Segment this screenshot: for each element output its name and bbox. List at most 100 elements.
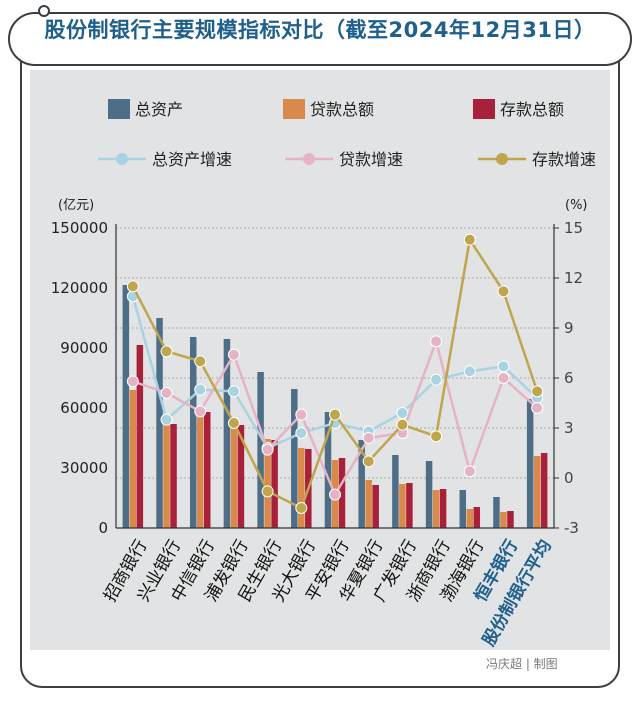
bar-loans [196, 412, 204, 528]
left-tick-label: 150000 [51, 219, 108, 237]
bar-loans [399, 484, 406, 528]
point-loans-growth [497, 372, 510, 384]
legend-label: 贷款总额 [310, 100, 374, 119]
left-tick-label: 0 [98, 519, 108, 537]
point-loans-growth [160, 387, 173, 399]
bar-loans [163, 415, 170, 528]
legend-label: 总资产 [135, 100, 183, 119]
bar-loans [365, 480, 372, 528]
legend-swatch-deposits [473, 99, 495, 119]
bar-total-assets [493, 497, 500, 528]
right-tick-label: 0 [564, 469, 574, 487]
bar-deposits [338, 458, 346, 528]
legend-marker-deposits-growth [496, 153, 508, 165]
bar-total-assets [257, 372, 264, 528]
point-assets-growth [295, 427, 308, 439]
bar-deposits [170, 424, 177, 528]
left-axis-unit: (亿元) [58, 198, 94, 213]
point-deposits-growth [329, 408, 341, 421]
point-assets-growth [227, 385, 240, 398]
legend-label: 总资产增速 [152, 150, 232, 169]
bar-loans [432, 490, 440, 528]
decorative-dot [38, 5, 50, 17]
point-loans-growth [194, 405, 207, 418]
bar-total-assets [223, 339, 231, 528]
left-tick-label: 30000 [60, 459, 108, 477]
bar-total-assets [291, 389, 298, 528]
tick-labels: 0 30000 60000 90000 120000 150000 (亿元) -3 0 3 6 9 12… [51, 198, 588, 537]
point-deposits-growth [261, 485, 274, 498]
bar-total-assets [358, 440, 365, 528]
legend-marker-assets-growth [116, 153, 128, 165]
bar-loans [533, 456, 541, 528]
legend-label: 存款增速 [532, 150, 596, 169]
point-deposits-growth [227, 417, 240, 429]
point-deposits-growth [396, 418, 409, 431]
bar-deposits [439, 489, 447, 528]
point-assets-growth [497, 360, 510, 373]
bar-loans [466, 509, 474, 528]
left-tick-label: 60000 [60, 399, 108, 417]
right-tick-label: 12 [564, 269, 583, 287]
point-loans-growth [126, 375, 139, 388]
right-tick-label: 3 [564, 419, 574, 437]
point-assets-growth [160, 413, 173, 426]
bar-total-assets [425, 461, 433, 528]
point-deposits-growth [463, 233, 476, 246]
point-deposits-growth [497, 285, 510, 298]
bar-loans [230, 418, 238, 528]
legend-marker-loans-growth [303, 153, 315, 165]
bar-total-assets [189, 337, 197, 528]
bar-total-assets [324, 412, 332, 528]
legend-label: 存款总额 [500, 100, 564, 119]
right-tick-label: 9 [564, 319, 574, 337]
title-banner [8, 12, 632, 66]
bar-loans [129, 390, 137, 528]
bar-deposits [507, 511, 514, 528]
bar-deposits [203, 412, 211, 528]
bar-loans [264, 439, 271, 528]
point-loans-growth [430, 335, 443, 348]
right-tick-label: 6 [564, 369, 574, 387]
bar-total-assets [122, 285, 130, 528]
left-tick-label: 90000 [60, 339, 108, 357]
bar-deposits [271, 440, 278, 528]
bar-deposits [406, 483, 413, 528]
bar-total-assets [392, 455, 399, 528]
point-deposits-growth [362, 455, 375, 468]
point-assets-growth [463, 365, 476, 378]
bar-deposits [136, 345, 144, 528]
bar-total-assets [526, 399, 534, 528]
point-loans-growth [531, 402, 544, 414]
legend-label: 贷款增速 [339, 150, 403, 169]
point-deposits-growth [160, 345, 173, 358]
legend-swatch-total-assets [108, 99, 130, 119]
legend-swatch-loans [283, 99, 305, 119]
point-deposits-growth [126, 280, 139, 293]
axes [115, 224, 559, 529]
bar-loans [298, 448, 305, 528]
point-deposits-growth [531, 385, 544, 398]
point-assets-growth [194, 383, 207, 396]
right-tick-label: 15 [564, 219, 583, 237]
point-deposits-growth [194, 355, 207, 368]
point-loans-growth [463, 465, 476, 478]
bar-deposits [237, 425, 245, 528]
point-deposits-growth [295, 502, 308, 514]
credit-text: 冯庆超 | 制图 [486, 657, 558, 671]
bar-deposits [540, 453, 548, 528]
bar-deposits [372, 485, 379, 528]
chart-title: 股份制银行主要规模指标对比（截至2024年12月31日） [44, 18, 596, 42]
bar-total-assets [156, 318, 163, 528]
right-tick-label: -3 [564, 519, 579, 537]
growth-lines [126, 233, 544, 514]
left-tick-label: 120000 [51, 279, 108, 297]
right-axis-unit: (%) [565, 198, 588, 213]
point-loans-growth [362, 432, 375, 444]
point-deposits-growth [430, 430, 443, 443]
point-loans-growth [295, 408, 308, 421]
category-labels: 招商银行兴业银行中信银行浦发银行民生银行光大银行平安银行华夏银行广发银行浙商银行… [100, 536, 556, 650]
bar-deposits [473, 507, 481, 528]
